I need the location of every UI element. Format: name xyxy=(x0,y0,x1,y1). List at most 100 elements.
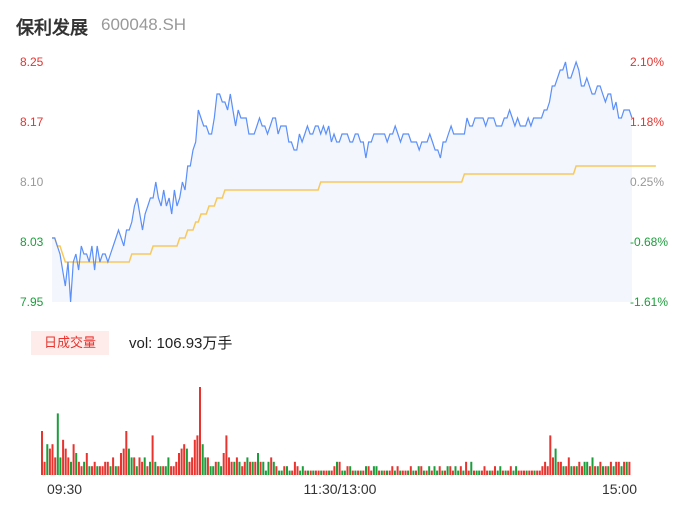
volume-bar xyxy=(383,470,386,475)
volume-bar xyxy=(604,466,607,475)
volume-bar xyxy=(388,470,391,475)
volume-bar xyxy=(375,466,378,475)
volume-bar xyxy=(538,470,541,475)
volume-bar xyxy=(62,439,65,475)
volume-bar xyxy=(93,461,96,475)
volume-bar xyxy=(628,461,631,475)
volume-bar xyxy=(299,470,302,475)
volume-bar xyxy=(612,466,615,475)
volume-bar xyxy=(422,470,425,475)
volume-bar xyxy=(149,461,151,475)
volume-bar xyxy=(430,470,433,475)
volume-bar xyxy=(362,470,365,475)
volume-bar xyxy=(72,444,75,475)
volume-bar xyxy=(96,466,99,475)
volume-bar xyxy=(467,470,470,475)
volume-bar xyxy=(101,466,104,475)
volume-bar xyxy=(586,461,589,475)
volume-bar xyxy=(617,461,620,475)
volume-bar xyxy=(209,466,212,475)
volume-bar xyxy=(559,461,562,475)
volume-bar xyxy=(159,466,162,475)
volume-bar xyxy=(143,457,146,475)
volume-bar xyxy=(46,444,49,475)
volume-bar xyxy=(233,461,236,475)
volume-bar xyxy=(122,448,125,475)
volume-bar xyxy=(225,435,228,475)
volume-bar xyxy=(175,461,178,475)
volume-bar xyxy=(470,461,473,475)
stock-name: 保利发展 xyxy=(16,18,88,38)
volume-bar xyxy=(214,461,217,475)
volume-bar xyxy=(602,466,604,475)
volume-bar xyxy=(557,461,560,475)
volume-bar xyxy=(59,457,62,475)
volume-bar xyxy=(146,466,149,475)
volume-bar xyxy=(594,466,597,475)
volume-bar xyxy=(127,448,130,475)
volume-bar xyxy=(286,466,288,475)
volume-bar xyxy=(41,431,43,475)
volume-bar xyxy=(473,470,475,475)
volume-bar xyxy=(546,466,549,475)
volume-bar xyxy=(201,444,204,475)
volume-bar xyxy=(533,470,536,475)
volume-bar xyxy=(575,466,578,475)
volume-bar xyxy=(120,453,122,475)
volume-bar xyxy=(486,470,489,475)
volume-bar xyxy=(496,470,499,475)
volume-bar xyxy=(220,466,223,475)
volume-bar xyxy=(504,470,507,475)
volume-bar xyxy=(425,470,428,475)
volume-bar xyxy=(552,457,554,475)
volume-bar xyxy=(596,466,599,475)
volume-bar xyxy=(570,466,573,475)
volume-bar xyxy=(623,461,626,475)
volume-bar xyxy=(188,461,191,475)
y-label-left: 8.10 xyxy=(20,175,44,189)
volume-bar xyxy=(517,470,520,475)
volume-bar xyxy=(156,466,159,475)
volume-bar xyxy=(262,461,265,475)
volume-bar xyxy=(125,431,128,475)
volume-bar xyxy=(367,466,370,475)
volume-bar xyxy=(104,461,107,475)
volume-bar xyxy=(399,470,402,475)
volume-bar xyxy=(478,470,481,475)
volume-bar xyxy=(67,457,70,475)
volume-bar xyxy=(185,448,188,475)
volume-bar xyxy=(494,466,496,475)
y-label-left: 7.95 xyxy=(20,295,44,309)
price-line xyxy=(52,60,633,303)
volume-bar xyxy=(365,466,367,475)
volume-bar xyxy=(549,435,552,475)
volume-bar xyxy=(446,466,449,475)
y-label-right: 0.25% xyxy=(630,175,664,189)
volume-bar xyxy=(480,470,483,475)
volume-bar xyxy=(83,461,86,475)
volume-bar xyxy=(525,470,528,475)
volume-bar xyxy=(309,470,312,475)
volume-bar xyxy=(536,470,539,475)
volume-bar xyxy=(441,470,444,475)
volume-bar xyxy=(499,466,502,475)
volume-bar xyxy=(404,470,407,475)
volume-bar xyxy=(444,470,446,475)
volume-bar xyxy=(135,466,138,475)
volume-bar xyxy=(322,470,325,475)
volume-bar xyxy=(196,435,199,475)
volume-bar xyxy=(228,457,230,475)
volume-bar xyxy=(133,457,136,475)
volume-bar xyxy=(301,466,304,475)
volume-bar xyxy=(475,470,478,475)
volume-bar xyxy=(615,461,618,475)
volume-bar xyxy=(48,448,51,475)
volume-bar xyxy=(370,470,373,475)
volume-bar xyxy=(254,461,257,475)
volume-bar xyxy=(488,470,491,475)
volume-bar xyxy=(114,466,117,475)
volume-bar xyxy=(343,470,346,475)
volume-bar xyxy=(293,461,296,475)
volume-bar xyxy=(351,470,354,475)
volume-bar xyxy=(462,470,465,475)
